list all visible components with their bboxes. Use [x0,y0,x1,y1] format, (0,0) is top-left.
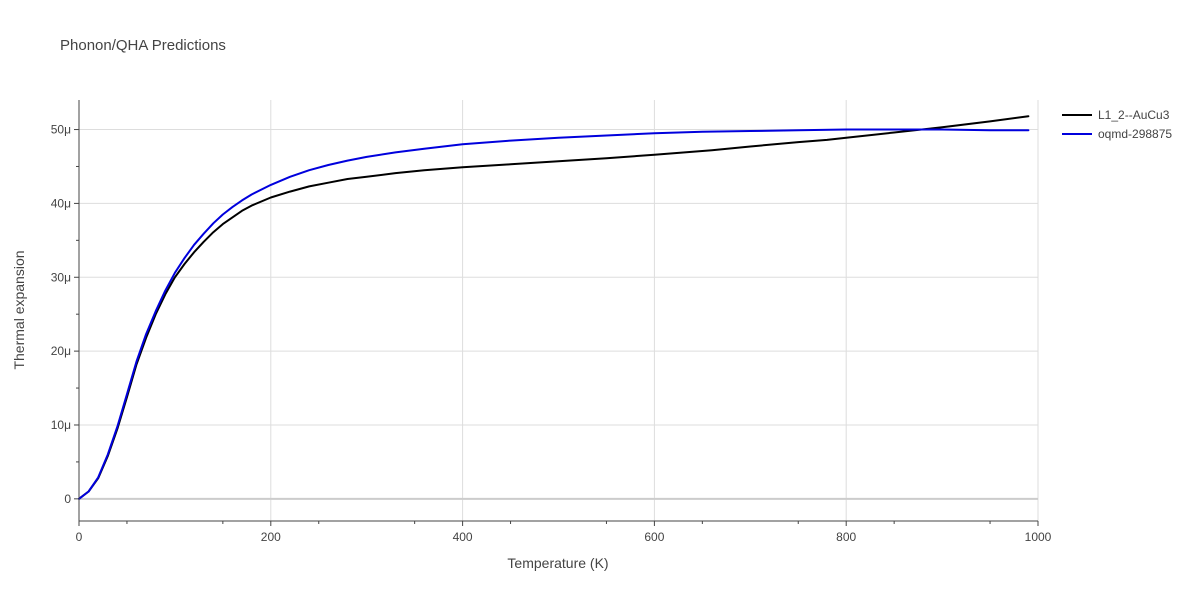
y-tick-label: 40μ [51,196,71,210]
x-axis-title: Temperature (K) [507,555,608,571]
x-tick-label: 1000 [1025,530,1052,544]
y-axis-title: Thermal expansion [11,250,27,369]
y-tick-label: 20μ [51,344,71,358]
y-tick-label: 10μ [51,418,71,432]
y-tick-label: 50μ [51,123,71,137]
legend-label-1: oqmd-298875 [1098,127,1172,141]
series-line-0 [78,115,1030,500]
axis-ticks: 0 200 400 600 800 1000 0 10μ 20μ 30μ 40μ 50μ [51,123,1052,544]
y-tick-label: 30μ [51,270,71,284]
x-tick-label: 200 [261,530,281,544]
x-tick-label: 800 [836,530,856,544]
x-tick-label: 0 [76,530,83,544]
gridlines [79,100,1039,521]
legend[interactable]: L1_2--AuCu3 oqmd-298875 [1062,108,1172,141]
x-tick-label: 600 [644,530,664,544]
chart-title: Phonon/QHA Predictions [60,37,226,54]
series-line-1 [78,128,1030,500]
y-tick-label: 0 [64,492,71,506]
x-tick-label: 400 [453,530,473,544]
series-lines [78,115,1030,500]
legend-label-0: L1_2--AuCu3 [1098,108,1170,122]
